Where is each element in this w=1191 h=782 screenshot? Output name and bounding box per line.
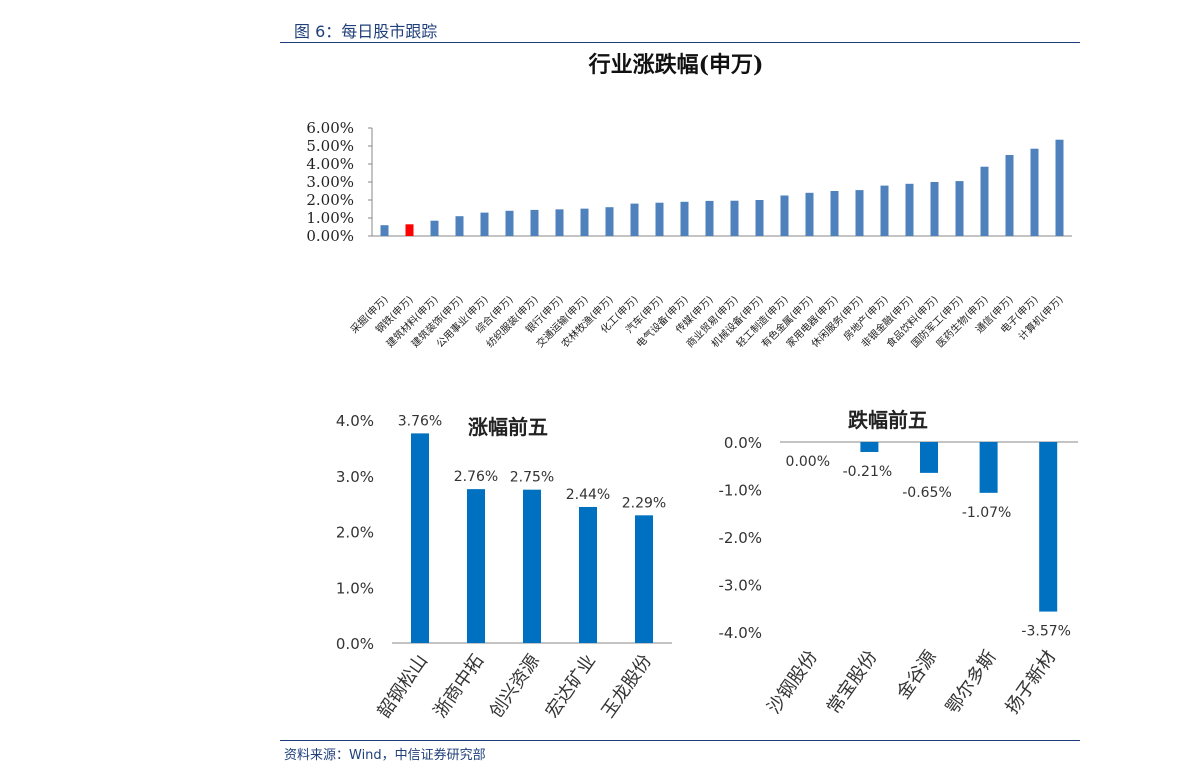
losers-bar [979,442,998,493]
losers-category-labels: 沙钢股份 常宝股份 金谷源 鄂尔多斯 扬子新材 [763,647,1060,718]
gainers-category-label: 浙商中拓 [430,651,488,722]
gainers-data-labels: 3.76% 2.76% 2.75% 2.44% 2.29% [398,413,666,511]
industry-bar [605,207,614,236]
industry-bar [880,185,889,236]
gainers-category-label: 玉龙股份 [598,651,656,722]
losers-category-label: 金谷源 [893,647,941,703]
losers-data-label: 0.00% [786,454,830,470]
industry-bar [555,209,564,236]
industry-bar [380,225,389,236]
industry-y-ticks: 0.00%1.00%2.00%3.00%4.00%5.00%6.00% [306,119,372,245]
losers-y-tick-label: -4.0% [718,624,762,642]
footer-rule [280,740,1080,741]
gainers-bar [411,433,429,643]
gainers-data-label: 3.76% [398,413,442,429]
industry-bar [505,210,514,236]
industry-bar [630,203,639,236]
losers-y-tick-label: -2.0% [718,529,762,547]
losers-category-label: 常宝股份 [823,647,881,718]
losers-y-ticks: 0.0% -1.0% -2.0% -3.0% -4.0% [718,434,762,642]
gainers-category-label: 创兴资源 [486,651,544,722]
industry-y-tick-label: 6.00% [306,119,354,137]
industry-y-tick-label: 3.00% [306,173,354,191]
gainers-y-tick-label: 2.0% [336,524,374,542]
losers-data-label: -0.65% [902,485,952,501]
gainers-data-label: 2.29% [622,495,666,511]
gainers-y-tick-label: 4.0% [336,412,374,430]
industry-bar [855,190,864,236]
losers-data-label: -3.57% [1021,624,1071,640]
industry-bar [580,208,589,236]
industry-y-tick-label: 2.00% [306,191,354,209]
gainers-bars [411,433,653,643]
gainers-data-label: 2.75% [510,470,554,486]
losers-category-label: 扬子新材 [1002,647,1060,718]
losers-y-tick-label: -3.0% [718,577,762,595]
gainers-y-tick-label: 3.0% [336,468,374,486]
losers-bar [860,442,879,452]
gainers-bar [579,506,597,643]
industry-chart-title: 行业涨跌幅(申万) [588,52,764,78]
industry-category-labels: 采掘(申万)钢铁(申万)建筑材料(申万)建筑装饰(申万)公用事业(申万)综合(申… [348,293,1066,350]
industry-bar [1030,148,1039,236]
industry-chart: 行业涨跌幅(申万) 0.00%1.00%2.00%3.00%4.00%5.00%… [306,52,1072,350]
losers-category-label: 沙钢股份 [763,647,821,718]
losers-y-tick-label: 0.0% [724,434,762,452]
gainers-bar [467,489,485,643]
industry-bar [755,200,764,236]
losers-data-label: -1.07% [962,505,1012,521]
losers-chart: 跌幅前五 0.0% -1.0% -2.0% -3.0% -4.0% 0.00% -0.21… [718,408,1078,718]
industry-bar [905,183,914,236]
gainers-y-tick-label: 1.0% [336,579,374,597]
losers-bars [860,442,1058,612]
losers-category-label: 鄂尔多斯 [942,647,1000,718]
losers-bar [920,442,938,473]
industry-bars [380,139,1064,236]
industry-bar [430,220,439,236]
gainers-data-label: 2.44% [566,487,610,503]
gainers-chart-title: 涨幅前五 [468,415,548,439]
industry-bar [805,192,814,236]
gainers-category-label: 韶钢松山 [374,651,432,722]
industry-bar [980,166,989,236]
industry-bar [655,202,664,236]
losers-chart-title: 跌幅前五 [848,408,928,432]
industry-bar [455,216,464,236]
industry-y-tick-label: 4.00% [306,155,354,173]
industry-bar [1005,155,1014,236]
industry-y-tick-label: 1.00% [306,209,354,227]
losers-data-labels: 0.00% -0.21% -0.65% -1.07% -3.57% [786,454,1071,640]
gainers-y-tick-label: 0.0% [336,635,374,653]
industry-bar [780,195,789,236]
industry-bar [480,212,489,236]
industry-y-tick-label: 0.00% [306,227,354,245]
industry-y-tick-label: 5.00% [306,137,354,155]
industry-bar [680,201,689,236]
gainers-bar [635,515,653,643]
industry-bar [530,209,539,236]
gainers-chart: 涨幅前五 0.0% 1.0% 2.0% 3.0% 4.0% 3.76% 2.76% 2.75… [336,412,672,722]
industry-bar [1055,139,1064,236]
losers-y-tick-label: -1.0% [718,482,762,500]
industry-bar [830,191,839,236]
losers-bar [1039,442,1058,612]
source-note: 资料来源：Wind，中信证券研究部 [284,748,486,763]
industry-bar [405,224,414,236]
industry-bar [955,181,964,236]
gainers-data-label: 2.76% [454,469,498,485]
industry-bar [730,200,739,236]
gainers-bar [523,489,541,643]
gainers-y-ticks: 0.0% 1.0% 2.0% 3.0% 4.0% [336,412,374,653]
header-rule [280,42,1080,43]
figure-header: 图 6：每日股市跟踪 [294,22,438,41]
losers-data-label: -0.21% [843,464,893,480]
industry-bar [930,182,939,236]
industry-bar [705,200,714,236]
gainers-category-label: 宏达矿业 [542,651,600,722]
